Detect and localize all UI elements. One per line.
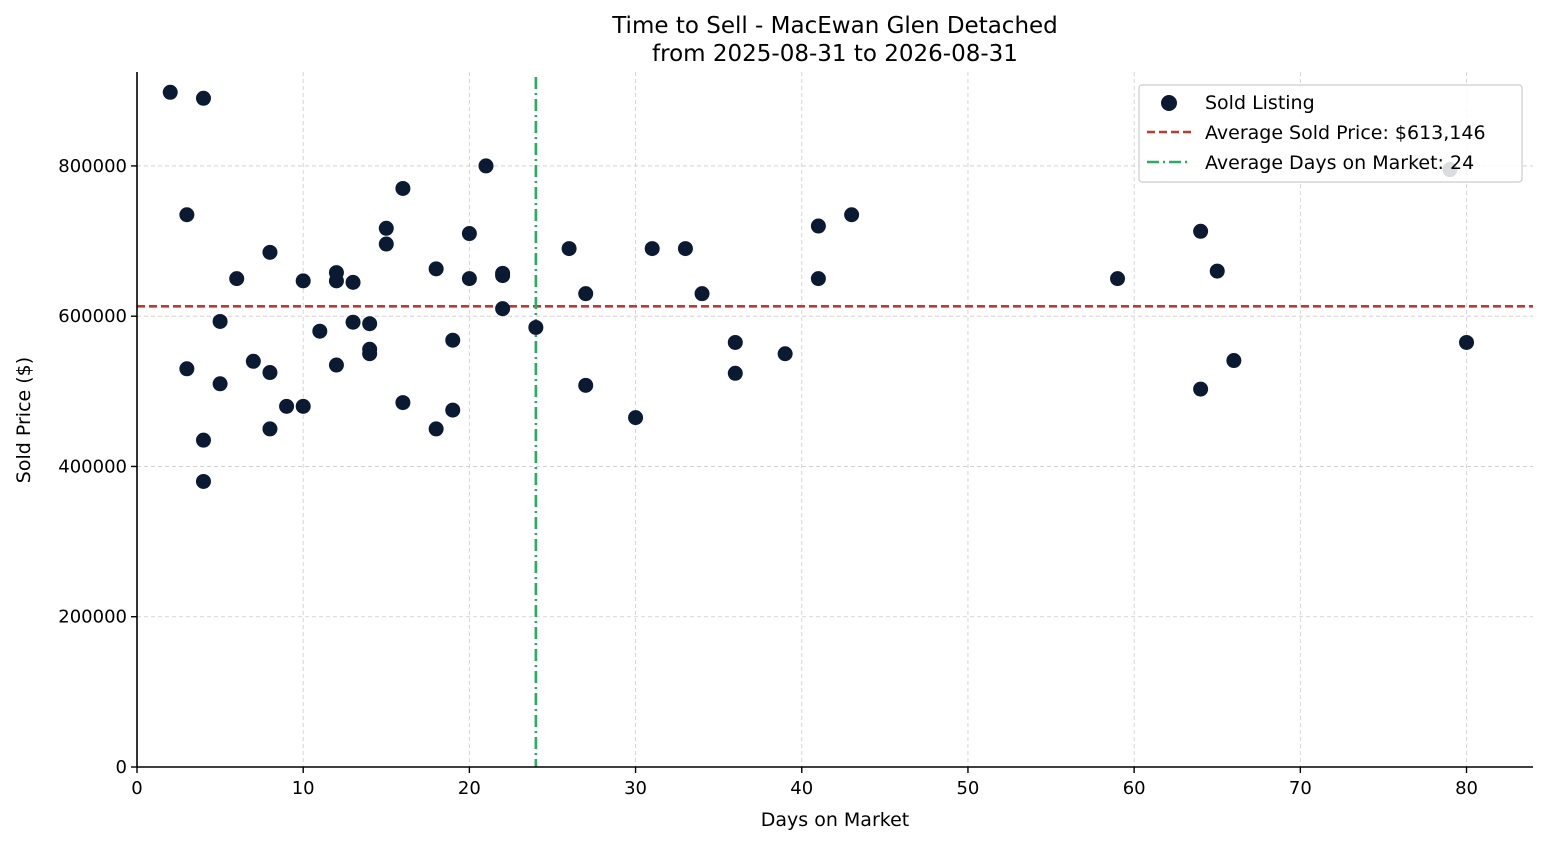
data-point [179, 361, 195, 377]
x-tick-label: 40 [790, 778, 813, 799]
data-point [727, 365, 743, 381]
y-tick-label: 400000 [58, 456, 127, 477]
data-point [810, 271, 826, 287]
data-point [677, 241, 693, 257]
legend-label-sold-listing: Sold Listing [1205, 92, 1315, 114]
data-point [1193, 381, 1209, 397]
data-point [445, 402, 461, 418]
data-point [644, 241, 660, 257]
data-point [428, 261, 444, 277]
data-point [328, 273, 344, 289]
data-points [162, 84, 1475, 489]
data-point [162, 84, 178, 100]
data-point [395, 395, 411, 411]
data-point [262, 421, 278, 437]
y-tick-label: 600000 [58, 306, 127, 327]
legend-marker-sold-listing [1161, 95, 1177, 111]
data-point [844, 207, 860, 223]
data-point [478, 158, 494, 174]
data-point [395, 180, 411, 196]
data-point [495, 301, 511, 317]
x-axis-ticks: 0 10 20 30 40 50 60 70 80 [131, 767, 1478, 799]
data-point [362, 316, 378, 332]
data-point [312, 323, 328, 339]
data-point [578, 286, 594, 302]
data-point [328, 357, 344, 373]
data-point [345, 314, 361, 330]
data-point [229, 271, 245, 287]
data-point [777, 346, 793, 362]
y-axis-ticks: 0 200000 400000 600000 800000 [58, 156, 137, 778]
chart-subtitle: from 2025-08-31 to 2026-08-31 [652, 41, 1018, 67]
data-point [1226, 353, 1242, 369]
data-point [195, 473, 211, 489]
legend-label-average-days: Average Days on Market: 24 [1205, 152, 1474, 174]
data-point [345, 274, 361, 290]
data-point [628, 410, 644, 426]
data-point [578, 377, 594, 393]
y-axis-label: Sold Price ($) [13, 357, 35, 483]
data-point [212, 376, 228, 392]
x-tick-label: 60 [1123, 778, 1146, 799]
x-tick-label: 50 [956, 778, 979, 799]
data-point [528, 319, 544, 335]
data-point [179, 207, 195, 223]
data-point [810, 218, 826, 234]
data-point [295, 398, 311, 414]
data-point [362, 346, 378, 362]
legend-box [1138, 84, 1523, 183]
data-point [461, 226, 477, 242]
data-point [195, 432, 211, 448]
data-point [561, 241, 577, 257]
chart-title: Time to Sell - MacEwan Glen Detached [611, 13, 1058, 39]
data-point [195, 90, 211, 106]
data-point [445, 332, 461, 348]
data-point [461, 271, 477, 287]
data-point [378, 220, 394, 236]
data-point [378, 236, 394, 252]
x-tick-label: 20 [458, 778, 481, 799]
data-point [212, 313, 228, 329]
x-axis-label: Days on Market [761, 809, 909, 831]
y-tick-label: 0 [116, 757, 127, 778]
data-point [295, 273, 311, 289]
x-tick-label: 80 [1455, 778, 1478, 799]
x-tick-label: 70 [1289, 778, 1312, 799]
chart-legend: Sold Listing Average Sold Price: $613,14… [1138, 84, 1523, 183]
data-point [694, 286, 710, 302]
data-point [1209, 263, 1225, 279]
y-tick-label: 200000 [58, 607, 127, 628]
x-tick-label: 10 [292, 778, 315, 799]
reference-lines [137, 77, 1533, 767]
legend-label-average-price: Average Sold Price: $613,146 [1205, 122, 1486, 144]
data-point [1110, 271, 1126, 287]
data-point [495, 268, 511, 284]
x-tick-label: 30 [624, 778, 647, 799]
x-tick-label: 0 [131, 778, 142, 799]
data-point [262, 244, 278, 260]
data-point [245, 353, 261, 369]
data-point [1193, 223, 1209, 239]
data-point [428, 421, 444, 437]
y-tick-label: 800000 [58, 156, 127, 177]
data-point [727, 334, 743, 350]
data-point [1459, 334, 1475, 350]
data-point [262, 365, 278, 381]
data-point [279, 398, 295, 414]
